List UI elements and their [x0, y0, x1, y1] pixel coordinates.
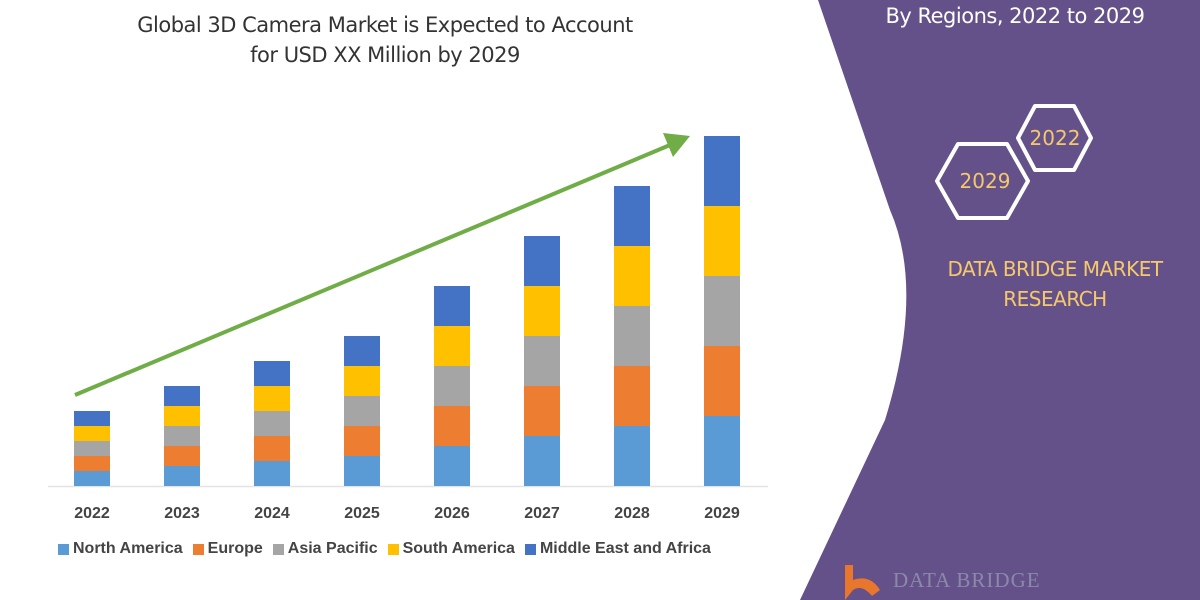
bar-segment-middle-east-and-africa-2022 [74, 411, 110, 426]
bar-segment-europe-2024 [254, 436, 290, 461]
legend: North America Europe Asia Pacific South … [58, 540, 711, 558]
bar-segment-middle-east-and-africa-2026 [434, 286, 470, 326]
bar-segment-europe-2022 [74, 456, 110, 471]
bar-segment-europe-2027 [524, 386, 560, 436]
legend-item-europe: Europe [192, 540, 263, 558]
bar-segment-north-america-2023 [164, 466, 200, 486]
bar-segment-europe-2023 [164, 446, 200, 466]
chart-title: Global 3D Camera Market is Expected to A… [100, 10, 670, 70]
bar-segment-south-america-2029 [704, 206, 740, 276]
trend-arrow-head-icon [663, 133, 690, 157]
legend-item-south-america: South America [387, 540, 515, 558]
logo-icon [845, 565, 880, 600]
bar-segment-europe-2025 [344, 426, 380, 456]
legend-swatch [192, 543, 204, 555]
x-tick-label: 2029 [704, 505, 740, 522]
hex-year-2029: 2029 [960, 169, 1011, 193]
x-tick-label: 2024 [254, 505, 290, 522]
bar-segment-south-america-2023 [164, 406, 200, 426]
chart: 2022 2023 2024 2025 2026 2027 2028 2029 [48, 133, 768, 522]
bar-segment-middle-east-and-africa-2028 [614, 186, 650, 246]
bar-segment-north-america-2026 [434, 446, 470, 486]
brand-line-2: RESEARCH [1003, 287, 1107, 311]
bar-segment-europe-2026 [434, 406, 470, 446]
x-tick-label: 2022 [74, 505, 110, 522]
bar-segment-middle-east-and-africa-2023 [164, 386, 200, 406]
bar-segment-south-america-2022 [74, 426, 110, 441]
bar-segment-asia-pacific-2022 [74, 441, 110, 456]
legend-label: Europe [207, 540, 263, 557]
bar-segment-south-america-2027 [524, 286, 560, 336]
legend-swatch [58, 543, 69, 555]
logo-text: DATA BRIDGE [893, 568, 1041, 592]
bar-segment-asia-pacific-2025 [344, 396, 380, 426]
bar-segment-north-america-2029 [704, 416, 740, 486]
x-tick-label: 2025 [344, 505, 380, 522]
bar-segment-asia-pacific-2024 [254, 411, 290, 436]
bar-segment-north-america-2025 [344, 456, 380, 486]
bar-segment-middle-east-and-africa-2025 [344, 336, 380, 366]
legend-item-middle-east-africa: Middle East and Africa [524, 540, 711, 558]
bar-segment-asia-pacific-2028 [614, 306, 650, 366]
bar-segment-south-america-2026 [434, 326, 470, 366]
bar-segment-asia-pacific-2027 [524, 336, 560, 386]
bar-segment-north-america-2028 [614, 426, 650, 486]
trend-arrow-line [74, 143, 671, 397]
hex-year-2022: 2022 [1030, 126, 1081, 150]
side-panel-title: By Regions, 2022 to 2029 [885, 4, 1145, 28]
chart-title-line-1: Global 3D Camera Market is Expected to A… [137, 13, 633, 37]
legend-label: North America [73, 540, 183, 557]
legend-item-north-america: North America [58, 540, 183, 558]
bar-segment-north-america-2024 [254, 461, 290, 486]
x-tick-label: 2026 [434, 505, 470, 522]
bar-segment-south-america-2024 [254, 386, 290, 411]
bar-segment-asia-pacific-2029 [704, 276, 740, 346]
bar-segment-middle-east-and-africa-2024 [254, 361, 290, 386]
x-tick-label: 2023 [164, 505, 200, 522]
brand-name: DATA BRIDGE MARKET RESEARCH [915, 254, 1195, 314]
legend-swatch [387, 543, 399, 555]
legend-label: South America [402, 540, 515, 557]
brand-line-1: DATA BRIDGE MARKET [947, 257, 1163, 281]
bar-segment-europe-2028 [614, 366, 650, 426]
bar-segment-north-america-2027 [524, 436, 560, 486]
bar-segment-asia-pacific-2026 [434, 366, 470, 406]
x-tick-label: 2027 [524, 505, 560, 522]
bar-segment-south-america-2028 [614, 246, 650, 306]
bar-segment-north-america-2022 [74, 471, 110, 486]
legend-label: Middle East and Africa [539, 540, 711, 557]
chart-title-line-2: for USD XX Million by 2029 [250, 43, 520, 67]
bar-segment-europe-2029 [704, 346, 740, 416]
hexagon-2022 [1016, 104, 1093, 172]
legend-label: Asia Pacific [287, 540, 378, 557]
hexagon-2029 [935, 142, 1030, 220]
bar-segment-south-america-2025 [344, 366, 380, 396]
legend-item-asia-pacific: Asia Pacific [272, 540, 378, 558]
bar-segment-asia-pacific-2023 [164, 426, 200, 446]
legend-swatch [524, 543, 536, 555]
side-panel [800, 0, 1200, 600]
bar-segment-middle-east-and-africa-2027 [524, 236, 560, 286]
legend-swatch [272, 543, 284, 555]
bar-segment-middle-east-and-africa-2029 [704, 136, 740, 206]
x-tick-label: 2028 [614, 505, 650, 522]
